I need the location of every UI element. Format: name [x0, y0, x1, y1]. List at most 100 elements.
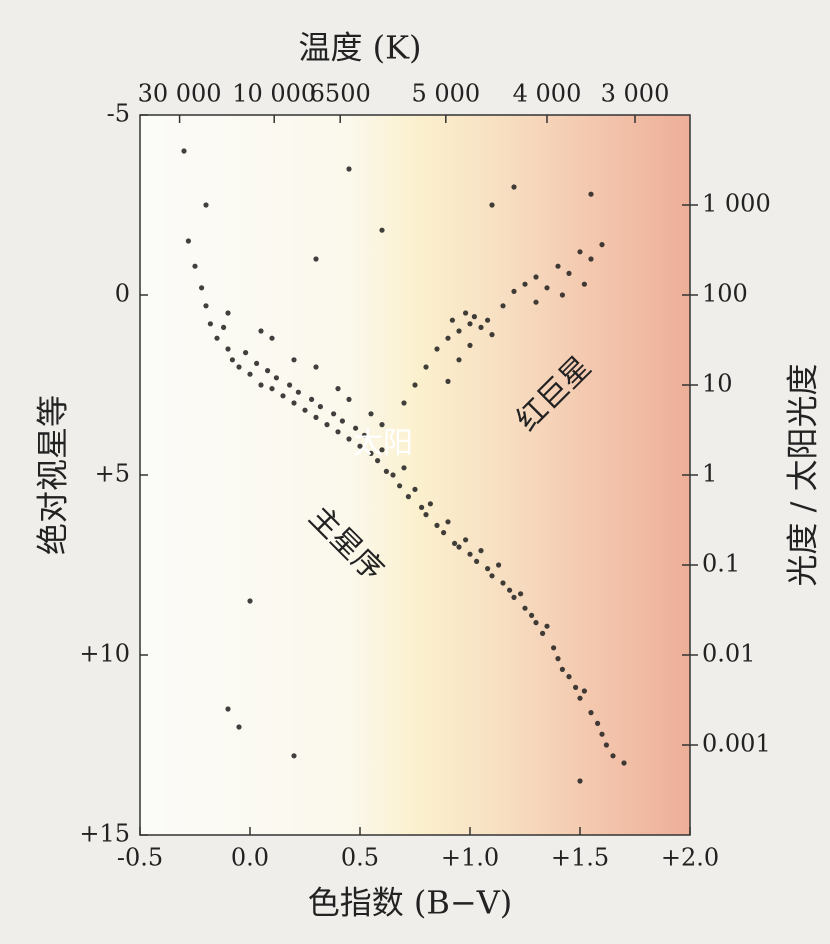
star-point: [471, 314, 477, 320]
star-point: [434, 522, 440, 529]
y2-tick-label: 100: [702, 280, 748, 308]
star-point: [214, 335, 220, 341]
star-point: [379, 447, 385, 453]
star-point: [427, 501, 433, 507]
x-tick-label: -0.5: [117, 844, 163, 872]
y2-axis-title: 光度 / 太阳光度: [784, 363, 822, 586]
star-point: [518, 591, 524, 597]
star-point: [379, 227, 385, 233]
star-point: [595, 720, 601, 727]
star-point: [258, 382, 264, 388]
star-point: [375, 458, 381, 464]
star-point: [412, 382, 418, 388]
star-point: [496, 562, 502, 568]
star-point: [489, 573, 495, 579]
star-point: [247, 371, 253, 377]
star-point: [383, 468, 389, 474]
star-point: [397, 483, 403, 489]
star-point: [522, 281, 528, 287]
y2-tick-label: 0.1: [702, 550, 740, 578]
star-point: [588, 256, 594, 262]
star-point: [533, 299, 539, 305]
star-point: [401, 465, 407, 471]
star-point: [544, 623, 550, 629]
star-point: [445, 335, 451, 341]
star-point: [324, 422, 330, 428]
star-point: [485, 566, 491, 572]
star-point: [390, 472, 396, 478]
star-point: [331, 411, 337, 417]
star-point: [581, 281, 588, 287]
star-point: [419, 504, 425, 510]
star-point: [313, 364, 319, 370]
star-point: [599, 731, 605, 737]
star-point: [339, 418, 345, 424]
star-point: [423, 511, 429, 518]
star-point: [456, 544, 462, 550]
star-point: [485, 317, 491, 323]
star-point: [533, 274, 539, 280]
star-point: [221, 324, 227, 330]
star-point: [577, 249, 583, 255]
star-point: [273, 375, 279, 381]
star-point: [467, 321, 473, 327]
star-point: [463, 310, 469, 316]
star-point: [507, 587, 513, 593]
x2-tick-label: 5 000: [411, 80, 480, 108]
star-point: [599, 242, 605, 248]
star-point: [559, 666, 566, 673]
star-point: [346, 396, 352, 402]
star-point: [463, 537, 469, 543]
star-point: [291, 357, 297, 363]
star-point: [401, 400, 407, 406]
star-point: [566, 674, 572, 680]
star-point: [441, 530, 447, 536]
star-point: [588, 191, 594, 197]
star-point: [555, 263, 561, 269]
star-point: [313, 414, 319, 420]
star-point: [511, 288, 517, 294]
star-point: [225, 346, 231, 352]
star-point: [361, 432, 367, 438]
star-point: [247, 598, 253, 604]
star-point: [511, 594, 517, 601]
star-point: [467, 551, 473, 557]
star-point: [313, 256, 319, 262]
y-tick-label: +10: [79, 640, 130, 668]
x2-tick-label: 3 000: [601, 80, 670, 108]
points: [181, 148, 627, 784]
star-point: [500, 580, 506, 586]
y2-tick-label: 1: [702, 460, 717, 488]
star-point: [573, 684, 579, 691]
star-point: [467, 342, 473, 348]
star-point: [577, 695, 583, 701]
star-point: [236, 724, 242, 730]
star-point: [225, 706, 231, 712]
y2-tick-label: 0.01: [702, 640, 755, 668]
star-point: [185, 238, 191, 244]
star-point: [555, 656, 561, 662]
y2-tick-label: 1 000: [702, 190, 771, 218]
star-point: [181, 148, 187, 154]
star-point: [529, 612, 535, 619]
top-axis-title: 温度 (K): [298, 29, 421, 67]
star-point: [203, 202, 209, 208]
star-point: [265, 368, 271, 374]
star-point: [291, 400, 297, 406]
y-tick-label: -5: [107, 100, 130, 128]
star-point: [229, 357, 235, 363]
y-axis-title: 绝对视星等: [34, 395, 72, 555]
star-point: [302, 407, 308, 413]
star-point: [192, 263, 198, 269]
x-tick-label: +2.0: [661, 844, 719, 872]
star-point: [445, 378, 451, 384]
star-point: [452, 540, 458, 547]
star-point: [456, 328, 462, 334]
star-point: [489, 332, 495, 338]
star-point: [287, 382, 293, 388]
star-point: [335, 429, 341, 435]
y-tick-label: 0: [115, 280, 130, 308]
star-point: [566, 270, 572, 276]
star-point: [434, 346, 440, 352]
